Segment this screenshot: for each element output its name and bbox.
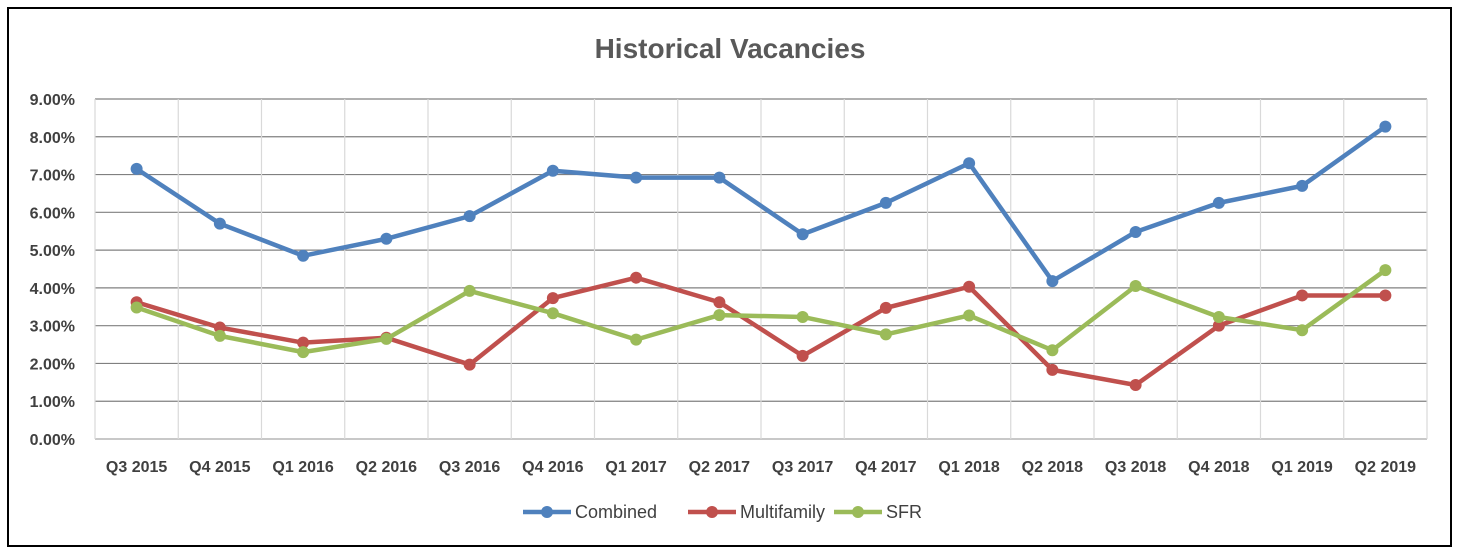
data-point — [1212, 196, 1225, 209]
y-tick-label: 3.00% — [30, 319, 75, 336]
data-point — [546, 307, 559, 320]
data-point — [963, 157, 976, 170]
legend-swatch-marker — [706, 506, 718, 518]
data-point — [796, 349, 809, 362]
x-tick-label: Q3 2015 — [106, 459, 167, 476]
x-tick-label: Q4 2017 — [855, 459, 916, 476]
data-point — [713, 309, 726, 322]
x-tick-label: Q1 2019 — [1271, 459, 1332, 476]
series-combined — [130, 120, 1392, 288]
y-tick-label: 5.00% — [30, 243, 75, 260]
data-point — [963, 280, 976, 293]
data-point — [1212, 310, 1225, 323]
legend-item-multifamily: Multifamily — [688, 502, 825, 522]
data-point — [1046, 275, 1059, 288]
legend: Combined Multifamily SFR — [523, 502, 922, 522]
legend-label: Multifamily — [740, 502, 825, 522]
data-point — [713, 296, 726, 309]
chart-title: Historical Vacancies — [595, 33, 866, 64]
data-point — [630, 271, 643, 284]
x-tick-label: Q3 2018 — [1105, 459, 1166, 476]
data-point — [879, 196, 892, 209]
data-point — [380, 232, 393, 245]
data-point — [630, 333, 643, 346]
legend-label: Combined — [575, 502, 657, 522]
data-point — [213, 321, 226, 334]
data-point — [546, 164, 559, 177]
chart-frame — [7, 7, 1452, 547]
series-line — [134, 275, 1388, 388]
data-point — [297, 336, 310, 349]
data-point — [713, 171, 726, 184]
data-point — [1296, 179, 1309, 192]
x-tick-label: Q3 2017 — [772, 459, 833, 476]
y-tick-label: 4.00% — [30, 281, 75, 298]
x-tick-label: Q1 2018 — [938, 459, 999, 476]
x-tick-label: Q4 2018 — [1188, 459, 1249, 476]
legend-label: SFR — [886, 502, 922, 522]
x-tick-label: Q3 2016 — [439, 459, 500, 476]
data-point — [1129, 280, 1142, 292]
data-point — [1129, 378, 1142, 391]
data-point — [1046, 363, 1059, 376]
data-point — [1129, 225, 1142, 238]
data-point — [796, 310, 809, 323]
data-point — [879, 328, 892, 341]
legend-item-sfr: SFR — [834, 502, 922, 522]
y-tick-label: 1.00% — [30, 394, 75, 411]
gridlines — [94, 98, 1428, 440]
y-tick-label: 7.00% — [30, 168, 75, 185]
y-axis-ticks: 0.00% 1.00% 2.00% 3.00% 4.00% 5.00% 6.00% 7.00%… — [30, 92, 75, 449]
data-point — [1379, 264, 1392, 277]
data-point — [1296, 324, 1309, 337]
data-point — [463, 358, 476, 371]
x-tick-label: Q2 2016 — [356, 459, 417, 476]
x-axis-ticks: Q3 2015 Q4 2015 Q1 2016 Q2 2016 Q3 2016 Q4 20… — [106, 459, 1416, 476]
x-tick-label: Q4 2015 — [189, 459, 250, 476]
series-group — [130, 120, 1392, 391]
series-line — [134, 267, 1388, 355]
x-tick-label: Q1 2016 — [272, 459, 333, 476]
x-tick-label: Q4 2016 — [522, 459, 583, 476]
data-point — [297, 346, 310, 359]
data-point — [1212, 319, 1225, 332]
legend-item-combined: Combined — [523, 502, 657, 522]
x-tick-label: Q2 2017 — [689, 459, 750, 476]
series-sfr — [130, 264, 1392, 359]
data-point — [963, 309, 976, 322]
data-point — [879, 301, 892, 314]
data-point — [796, 228, 809, 241]
data-point — [1046, 344, 1059, 357]
y-tick-label: 6.00% — [30, 205, 75, 222]
data-point — [213, 217, 226, 230]
data-point — [630, 171, 643, 184]
y-tick-label: 8.00% — [30, 130, 75, 147]
x-tick-label: Q1 2017 — [605, 459, 666, 476]
data-point — [463, 284, 476, 297]
data-point — [380, 332, 393, 345]
x-tick-label: Q2 2018 — [1022, 459, 1083, 476]
y-tick-label: 9.00% — [30, 92, 75, 109]
data-point — [1379, 120, 1392, 133]
data-point — [130, 301, 143, 314]
legend-swatch-marker — [852, 506, 864, 518]
data-point — [213, 329, 226, 342]
data-point — [463, 210, 476, 223]
data-point — [130, 162, 143, 175]
legend-swatch-marker — [541, 506, 553, 518]
data-point — [546, 292, 559, 305]
data-point — [297, 249, 310, 262]
x-tick-label: Q2 2019 — [1355, 459, 1416, 476]
data-point — [1296, 289, 1309, 302]
y-tick-label: 2.00% — [30, 356, 75, 373]
data-point — [1379, 289, 1392, 302]
series-line — [134, 124, 1388, 284]
y-tick-label: 0.00% — [30, 432, 75, 449]
